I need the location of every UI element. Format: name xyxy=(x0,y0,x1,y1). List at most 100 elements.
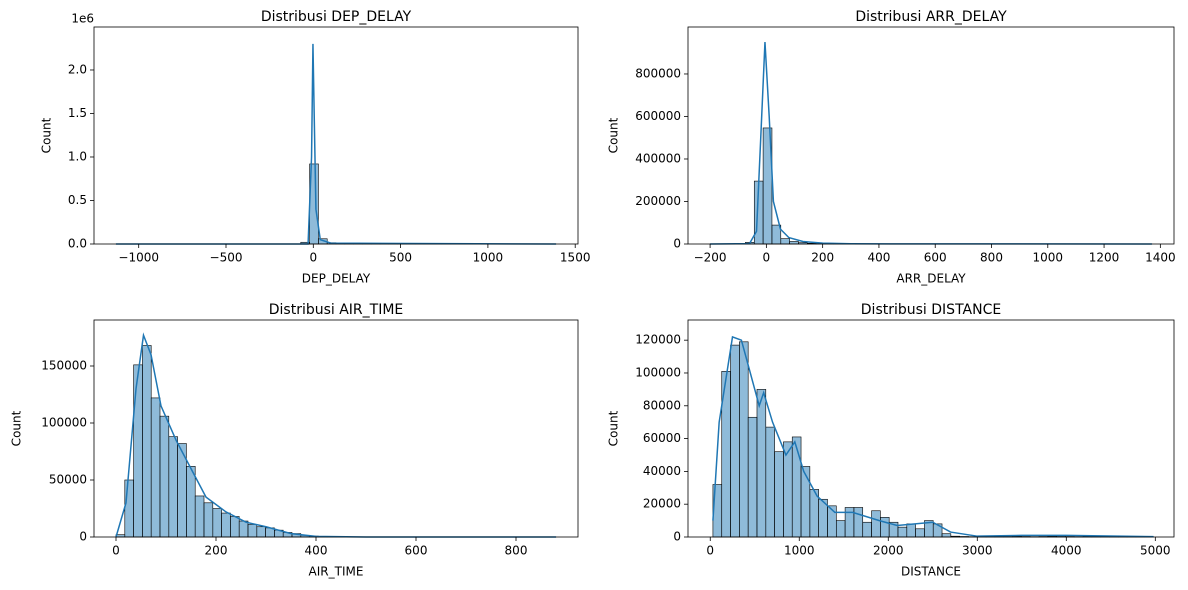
bar xyxy=(150,397,161,538)
y-tick-label: 120000 xyxy=(635,333,681,347)
bar xyxy=(880,517,890,538)
y-axis-label: Count xyxy=(40,117,54,153)
y-tick-label: 0 xyxy=(673,237,681,251)
x-tick-label: 1200 xyxy=(1089,251,1120,265)
bar xyxy=(186,466,196,538)
y-tick-label: 60000 xyxy=(643,431,681,445)
y-tick-label: 80000 xyxy=(643,398,681,412)
subplot: −200 0 200 400 600 800 1000 1200 1400 0 200000 4000… xyxy=(607,9,1176,286)
x-tick-label: 800 xyxy=(505,544,528,558)
x-tick-label: 4000 xyxy=(1051,544,1082,558)
y-tick-label: 600000 xyxy=(635,109,681,123)
bar xyxy=(941,533,952,538)
x-tick-label: 1400 xyxy=(1145,251,1176,265)
x-tick-label: 0 xyxy=(763,251,771,265)
y-tick-label: 20000 xyxy=(643,497,681,511)
y-tick-label: 1.0 xyxy=(68,149,87,163)
bar xyxy=(133,364,143,538)
bar xyxy=(730,344,740,538)
bar xyxy=(780,238,790,245)
bar xyxy=(906,523,916,538)
y-tick-label: 40000 xyxy=(643,464,681,478)
bar xyxy=(212,508,222,538)
axes-frame xyxy=(687,26,1175,245)
x-tick-label: 200 xyxy=(205,544,228,558)
y-tick-label: 0 xyxy=(79,530,87,544)
axes-frame xyxy=(687,319,1175,538)
x-tick-label: 800 xyxy=(980,251,1003,265)
bar xyxy=(159,415,170,538)
bar xyxy=(230,516,240,538)
bar xyxy=(194,495,205,538)
bar xyxy=(871,510,881,538)
chart-title: Distribusi AIR_TIME xyxy=(269,302,404,318)
chart-title: Distribusi ARR_DELAY xyxy=(855,9,1007,25)
chart-title: Distribusi DEP_DELAY xyxy=(261,9,412,25)
y-axis-label: Count xyxy=(607,410,621,446)
x-tick-label: 0 xyxy=(706,544,714,558)
subplot: 0 1000 2000 3000 4000 5000 0 20000 40000 60000 800… xyxy=(607,302,1175,579)
bar xyxy=(739,341,749,538)
bar xyxy=(747,416,758,538)
x-tick-label: 500 xyxy=(389,251,412,265)
y-tick-label: 0.0 xyxy=(68,237,87,251)
subplot: −1000 −500 0 500 1000 1500 0.0 0.5 1.0 1.5 2.0 1e6 D… xyxy=(40,9,591,286)
bar xyxy=(168,436,178,538)
y-axis-label: Count xyxy=(607,117,621,153)
x-tick-label: 400 xyxy=(867,251,890,265)
x-tick-label: −1000 xyxy=(118,251,159,265)
y-tick-label: 0.5 xyxy=(68,193,87,207)
x-tick-label: 1500 xyxy=(560,251,591,265)
x-tick-label: −200 xyxy=(694,251,727,265)
x-tick-label: 600 xyxy=(405,544,428,558)
y-tick-label: 1.5 xyxy=(68,106,87,120)
x-tick-label: 1000 xyxy=(784,544,815,558)
y-tick-label: 0 xyxy=(673,530,681,544)
bar xyxy=(238,520,249,538)
kde-line xyxy=(115,332,556,538)
x-tick-label: 3000 xyxy=(962,544,993,558)
axes-frame xyxy=(93,26,579,245)
bar xyxy=(791,436,802,538)
y-tick-label: 200000 xyxy=(635,194,681,208)
x-axis-label: ARR_DELAY xyxy=(896,272,966,286)
bar xyxy=(203,502,214,538)
y-tick-label: 2.0 xyxy=(68,62,87,76)
bar xyxy=(783,441,793,538)
x-tick-label: −500 xyxy=(210,251,243,265)
subplot: 0 200 400 600 800 0 50000 100000 150000 Distribus… xyxy=(10,302,579,579)
bar xyxy=(124,479,134,538)
bar xyxy=(765,426,775,538)
y-offset-label: 1e6 xyxy=(71,12,94,26)
y-tick-label: 150000 xyxy=(41,358,87,372)
y-axis-label: Count xyxy=(10,410,24,446)
kde-line xyxy=(712,335,1154,538)
bar xyxy=(756,389,767,538)
bar xyxy=(247,524,258,538)
x-tick-label: 400 xyxy=(305,544,328,558)
x-tick-label: 0 xyxy=(112,544,120,558)
bar xyxy=(800,466,811,538)
bar xyxy=(862,521,872,538)
x-tick-label: 1000 xyxy=(1033,251,1064,265)
axes-frame xyxy=(93,319,579,538)
x-axis-label: DEP_DELAY xyxy=(302,272,371,286)
y-tick-label: 100000 xyxy=(635,365,681,379)
bar xyxy=(915,528,925,538)
bar xyxy=(256,526,266,538)
kde-line xyxy=(116,43,557,245)
y-tick-label: 50000 xyxy=(49,472,87,486)
x-axis-label: DISTANCE xyxy=(901,565,961,579)
bar xyxy=(853,507,864,538)
x-tick-label: 5000 xyxy=(1140,544,1171,558)
y-tick-label: 400000 xyxy=(635,151,681,165)
x-tick-label: 200 xyxy=(811,251,834,265)
bar xyxy=(221,512,231,538)
x-tick-label: 1000 xyxy=(473,251,504,265)
chart-title: Distribusi DISTANCE xyxy=(861,302,1001,318)
bar xyxy=(142,345,152,538)
y-tick-label: 100000 xyxy=(41,415,87,429)
x-tick-label: 0 xyxy=(309,251,317,265)
bar xyxy=(774,451,784,538)
